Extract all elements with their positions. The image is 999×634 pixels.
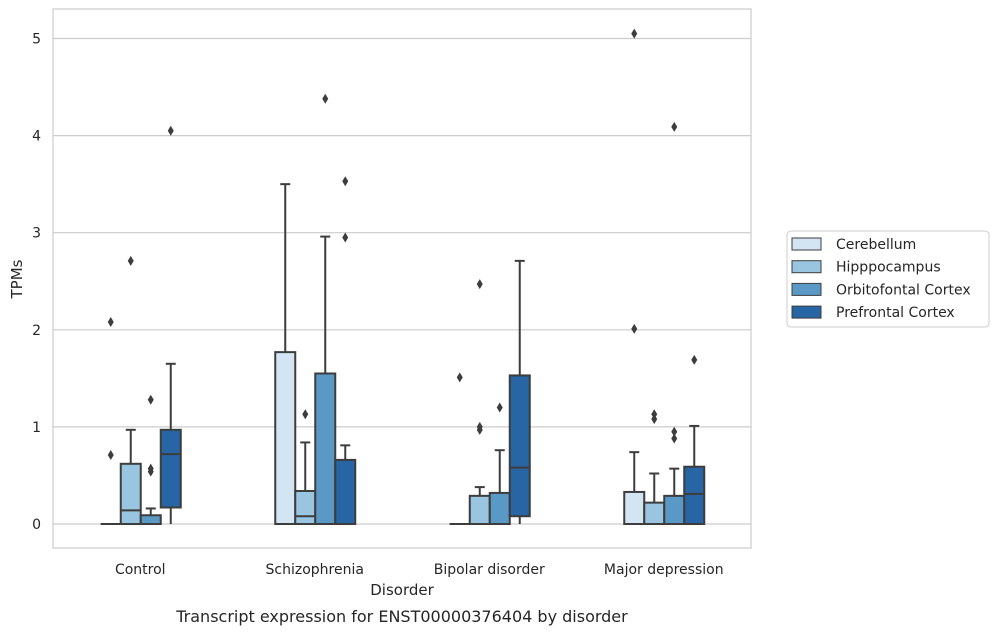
legend-swatch: [791, 282, 822, 296]
box-hipppocampus: [119, 255, 142, 526]
box-iqr: [468, 494, 491, 526]
outlier-point: [671, 121, 678, 132]
box-prefrontal-cortex: [159, 125, 182, 524]
outlier-point: [631, 323, 638, 334]
x-tick-label: Control: [115, 562, 166, 578]
y-tick-label: 4: [32, 129, 41, 145]
legend-label: Orbitofontal Cortex: [836, 282, 971, 298]
box-orbitofontal-cortex: [663, 121, 686, 526]
box-iqr: [508, 374, 531, 518]
outlier-point: [651, 409, 658, 420]
outlier-point: [147, 394, 154, 405]
box-iqr: [623, 490, 646, 525]
outlier-point: [691, 354, 698, 365]
x-tick-label: Major depression: [604, 562, 724, 578]
box-iqr: [683, 465, 706, 525]
box-prefrontal-cortex: [508, 259, 531, 524]
outlier-point: [631, 28, 638, 39]
box-hipppocampus: [468, 279, 491, 526]
outlier-point: [476, 279, 483, 290]
box-orbitofontal-cortex: [488, 402, 511, 526]
y-tick-label: 1: [32, 420, 41, 436]
outlier-point: [671, 426, 678, 437]
box-iqr: [314, 372, 337, 525]
box-iqr: [139, 514, 162, 525]
x-tick-label: Bipolar disorder: [434, 562, 545, 578]
outlier-point: [496, 402, 503, 413]
y-tick-label: 2: [32, 323, 41, 339]
y-tick-label: 3: [32, 226, 41, 242]
box-cerebellum: [623, 28, 646, 525]
box-iqr: [294, 489, 317, 525]
x-axis: Control Schizophrenia Bipolar disorder Majo…: [115, 562, 724, 578]
box-cerebellum: [449, 372, 470, 525]
legend-label: Hipppocampus: [836, 260, 941, 276]
box-iqr: [663, 494, 686, 526]
y-tick-label: 0: [32, 517, 41, 533]
legend-item: Hipppocampus: [791, 260, 941, 276]
legend-item: Orbitofontal Cortex: [791, 282, 971, 298]
y-tick-label: 5: [32, 32, 41, 48]
legend-item: Prefrontal Cortex: [791, 305, 955, 321]
outlier-point: [456, 372, 463, 383]
box-iqr: [119, 462, 142, 526]
outlier-point: [671, 433, 678, 444]
legend-swatch: [791, 305, 822, 319]
legend-label: Cerebellum: [836, 237, 916, 253]
legend-swatch: [791, 260, 822, 274]
box-series: [100, 28, 706, 526]
legend-item: Cerebellum: [791, 237, 916, 253]
legend-swatch: [791, 237, 822, 251]
outlier-point: [107, 317, 114, 328]
gridlines: [53, 37, 751, 525]
outlier-point: [127, 255, 134, 266]
plot-frame: [52, 8, 752, 549]
box-prefrontal-cortex: [334, 176, 357, 525]
outlier-point: [342, 176, 349, 187]
box-hipppocampus: [643, 409, 666, 525]
x-tick-label: Schizophrenia: [266, 562, 364, 578]
y-axis-title: TPMs: [8, 259, 26, 299]
outlier-point: [342, 232, 349, 243]
box-iqr: [159, 428, 182, 509]
outlier-point: [147, 463, 154, 474]
outlier-point: [302, 409, 309, 420]
outlier-point: [167, 125, 174, 136]
legend-frame: [786, 230, 990, 328]
box-iqr: [334, 458, 357, 525]
legend-label: Prefrontal Cortex: [836, 305, 955, 321]
legend: Cerebellum Hipppocampus Orbitofontal Corte…: [786, 230, 990, 328]
box-prefrontal-cortex: [683, 354, 706, 525]
chart-caption: Transcript expression for ENST0000037640…: [175, 607, 628, 626]
box-cerebellum: [274, 183, 297, 525]
outlier-point: [322, 93, 329, 104]
x-axis-title: Disorder: [370, 581, 434, 599]
box-orbitofontal-cortex: [139, 394, 162, 525]
box-iqr: [643, 501, 666, 525]
outlier-point: [107, 450, 114, 461]
box-cerebellum: [100, 317, 121, 525]
y-axis: 0 1 2 3 4 5: [32, 32, 41, 534]
outlier-point: [476, 421, 483, 432]
box-orbitofontal-cortex: [314, 93, 337, 525]
box-iqr: [488, 491, 511, 526]
box-iqr: [274, 351, 297, 525]
